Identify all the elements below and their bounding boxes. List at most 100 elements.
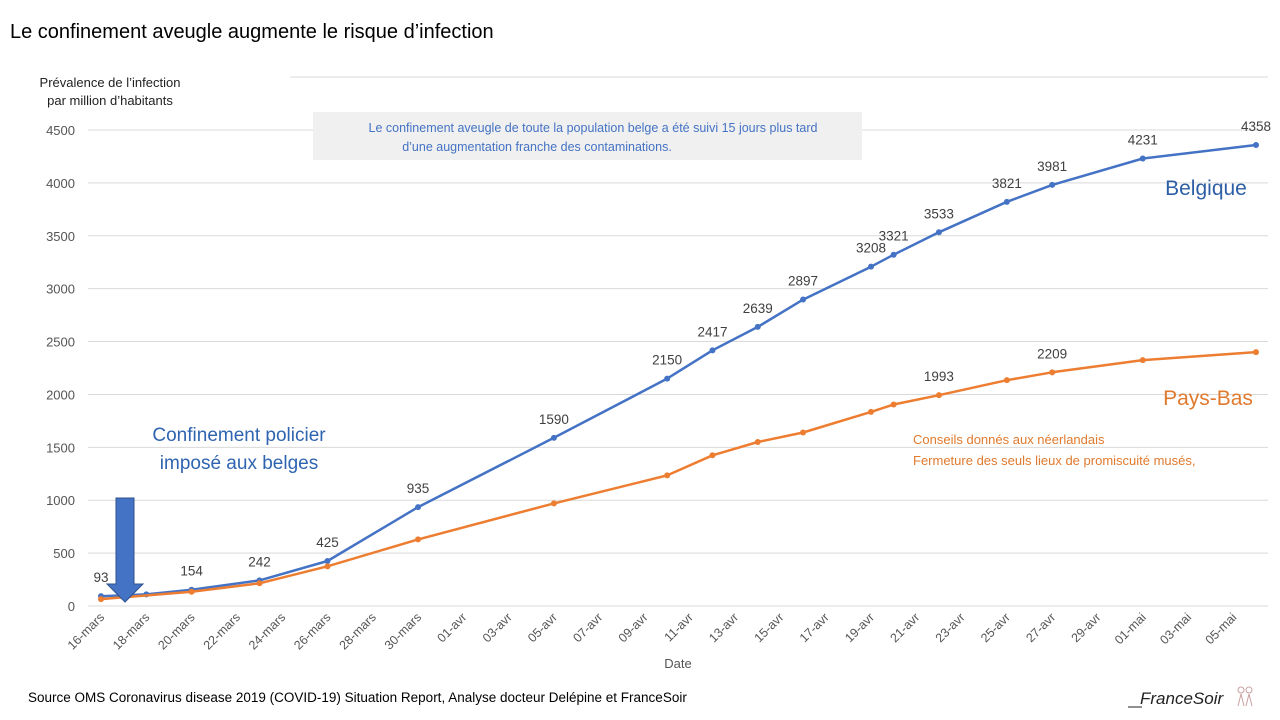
- logo-text: FranceSoir: [1140, 689, 1224, 708]
- data-point: [709, 347, 716, 354]
- x-tick-label: 07-avr: [570, 610, 605, 645]
- x-tick-label: 01-mai: [1112, 610, 1149, 647]
- data-point: [890, 401, 897, 408]
- x-axis-label: Date: [664, 656, 691, 671]
- data-point: [324, 563, 331, 570]
- annotation-box-line-1: Le confinement aveugle de toute la popul…: [369, 121, 818, 135]
- data-point: [1049, 369, 1056, 376]
- y-tick-label: 1500: [46, 440, 75, 455]
- data-label: 93: [93, 570, 108, 585]
- y-tick-label: 500: [53, 546, 75, 561]
- x-tick-label: 03-mai: [1157, 610, 1194, 647]
- data-point: [550, 434, 557, 441]
- data-label: 2150: [652, 353, 682, 368]
- data-point: [1139, 357, 1146, 364]
- data-point: [890, 251, 897, 258]
- series-label-pays-bas: Pays-Bas: [1163, 387, 1253, 410]
- lockdown-annotation-line-1: Confinement policier: [152, 425, 326, 446]
- y-tick-label: 4000: [46, 176, 75, 191]
- data-labels: 93 154 242 425 935 1590 2150 2417 2639 2897 320833…: [93, 119, 1271, 585]
- series-label-belgique: Belgique: [1165, 177, 1247, 200]
- source-note: Source OMS Coronavirus disease 2019 (COV…: [28, 690, 687, 705]
- x-tick-label: 05-mai: [1203, 610, 1240, 647]
- data-point: [935, 229, 942, 236]
- series-line-belgique: [100, 143, 1257, 598]
- x-tick-label: 28-mars: [337, 610, 379, 652]
- data-label: 3981: [1037, 159, 1067, 174]
- x-tick-label: 01-avr: [435, 610, 470, 645]
- data-point: [415, 504, 422, 511]
- pays-bas-note-line-2: Fermeture des seuls lieux de promiscuité…: [913, 453, 1196, 468]
- data-point: [800, 296, 807, 303]
- francesoir-logo: FranceSoir: [1128, 686, 1253, 708]
- y-tick-label: 0: [68, 599, 75, 614]
- data-label: 3821: [992, 176, 1022, 191]
- x-tick-labels: 16-mars 18-mars 20-mars 22-mars 24-mars 26-ma…: [65, 610, 1240, 652]
- x-tick-label: 05-avr: [525, 610, 560, 645]
- data-label: 154: [180, 564, 203, 579]
- data-point: [868, 263, 874, 270]
- x-tick-label: 09-avr: [616, 610, 651, 645]
- data-point: [98, 596, 104, 603]
- annotation-box: [313, 112, 862, 160]
- y-tick-label: 3000: [46, 282, 75, 297]
- data-point: [800, 429, 807, 436]
- data-point: [935, 392, 942, 399]
- data-label: 3533: [924, 206, 954, 221]
- data-label: 2209: [1037, 346, 1067, 361]
- series-line-pays-bas: [100, 350, 1257, 601]
- pays-bas-note-line-1: Conseils donnés aux néerlandais: [913, 432, 1105, 447]
- data-point: [415, 536, 422, 543]
- y-tick-label: 2000: [46, 387, 75, 402]
- data-label: 2639: [743, 301, 773, 316]
- chart-title: Le confinement aveugle augmente le risqu…: [10, 21, 494, 43]
- data-point: [1003, 377, 1010, 384]
- data-point: [664, 472, 671, 479]
- data-label: 425: [316, 535, 339, 550]
- y-tick-label: 2500: [46, 335, 75, 350]
- data-point: [754, 439, 761, 446]
- y-tick-label: 4500: [46, 123, 75, 138]
- x-tick-label: 23-avr: [933, 610, 968, 645]
- data-label: 3208: [856, 241, 886, 256]
- y-tick-label: 1000: [46, 493, 75, 508]
- x-tick-label: 11-avr: [662, 610, 696, 644]
- y-axis-label-line-1: Prévalence de l’infection: [40, 75, 181, 90]
- data-point: [1003, 198, 1010, 205]
- data-point: [324, 558, 331, 565]
- data-point: [754, 323, 761, 330]
- series-lines: [98, 142, 1259, 603]
- data-label: 242: [248, 554, 271, 569]
- data-point: [1253, 142, 1259, 149]
- x-tick-label: 27-avr: [1023, 610, 1058, 645]
- data-label: 4231: [1128, 132, 1158, 147]
- data-point: [1049, 181, 1056, 188]
- data-point: [664, 375, 671, 382]
- data-point: [256, 580, 263, 587]
- y-tick-label: 3500: [46, 229, 75, 244]
- y-tick-labels: 0 500 1000 1500 2000 2500 3000 3500 4000 4500: [46, 123, 75, 614]
- data-point: [550, 500, 557, 507]
- annotation-box-line-2: d’une augmentation franche des contamina…: [402, 140, 672, 154]
- data-label: 3321: [879, 229, 909, 244]
- data-label: 4358: [1241, 119, 1271, 134]
- data-point: [709, 452, 716, 459]
- x-tick-label: 19-avr: [842, 610, 877, 645]
- gridlines: [88, 76, 1268, 607]
- x-tick-label: 24-mars: [246, 610, 288, 652]
- x-tick-label: 13-avr: [706, 610, 741, 645]
- x-tick-label: 29-avr: [1069, 610, 1104, 645]
- y-axis-label-line-2: par million d’habitants: [47, 93, 173, 108]
- x-tick-label: 16-mars: [65, 610, 107, 652]
- x-tick-label: 22-mars: [201, 610, 243, 652]
- data-point: [868, 408, 874, 415]
- data-point: [188, 588, 195, 595]
- data-point: [1139, 155, 1146, 162]
- x-tick-label: 30-mars: [382, 610, 424, 652]
- data-point: [1253, 349, 1259, 356]
- x-tick-label: 03-avr: [480, 610, 515, 645]
- x-tick-label: 18-mars: [110, 610, 152, 652]
- data-label: 1993: [924, 369, 954, 384]
- data-label: 935: [407, 481, 430, 496]
